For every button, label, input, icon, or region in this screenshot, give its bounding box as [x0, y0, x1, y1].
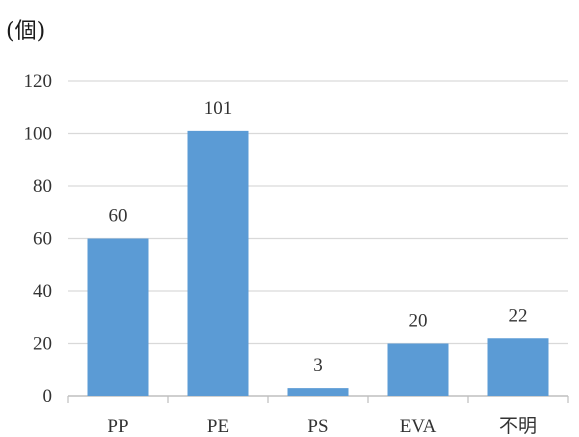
- x-axis: [67, 395, 569, 403]
- bar-2: [187, 130, 249, 396]
- category-label: PS: [307, 416, 328, 437]
- y-tick-label: 60: [33, 229, 52, 250]
- data-label: 60: [109, 206, 128, 227]
- y-unit-label: (個): [6, 19, 45, 44]
- y-tick-label: 120: [24, 71, 53, 92]
- category-label: EVA: [400, 416, 437, 437]
- data-label: 20: [409, 311, 428, 332]
- bar-4: [387, 343, 449, 396]
- y-tick-label: 40: [33, 281, 52, 302]
- category-label: 不明: [499, 416, 537, 437]
- gridlines: [68, 80, 568, 345]
- y-tick-label: 100: [24, 124, 53, 145]
- bar-3: [287, 388, 349, 396]
- category-labels: PP PE PS EVA 不明: [107, 416, 537, 437]
- data-label: 22: [509, 305, 528, 326]
- bar-5: [487, 338, 549, 396]
- bars: [87, 130, 549, 396]
- category-label: PP: [107, 416, 128, 437]
- y-tick-label: 20: [33, 334, 52, 355]
- data-label: 3: [313, 355, 323, 376]
- bar-1: [87, 238, 149, 396]
- y-tick-labels: 0 20 40 60 80 100 120: [24, 71, 53, 407]
- y-tick-label: 0: [43, 386, 53, 407]
- data-label: 101: [204, 98, 233, 119]
- y-tick-label: 80: [33, 176, 52, 197]
- data-labels: 60 101 3 20 22: [109, 98, 528, 376]
- category-label: PE: [207, 416, 229, 437]
